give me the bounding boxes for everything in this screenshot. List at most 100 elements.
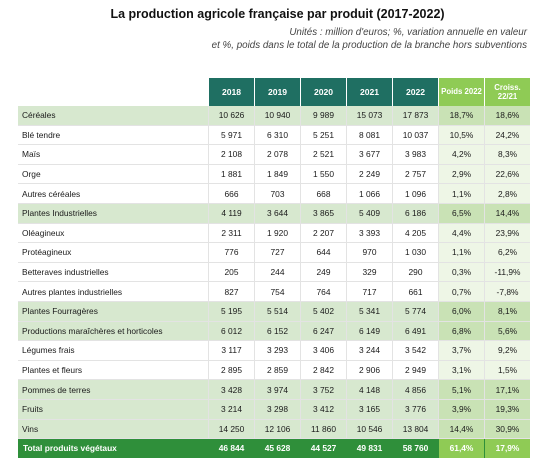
- value-cell-2018: 4 119: [208, 203, 254, 224]
- croissance-cell: 8,3%: [484, 145, 530, 165]
- value-cell-2022: 290: [392, 262, 438, 283]
- table-header-row: 2018 2019 2020 2021 2022 Poids 2022 Croi…: [18, 78, 530, 106]
- table-row: Autres céréales 666 703 668 1 066 1 096 1,1% 2,…: [18, 184, 530, 204]
- croissance-cell: -11,9%: [484, 262, 530, 283]
- value-cell-2022: 2 949: [392, 360, 438, 381]
- subtitle-line-1: Unités : million d'euros; %, variation a…: [289, 27, 527, 38]
- value-cell-2020: 5 402: [300, 301, 346, 322]
- value-cell-2022: 6 491: [392, 321, 438, 342]
- row-label: Total produits végétaux: [18, 439, 208, 458]
- croissance-cell: 30,9%: [484, 419, 530, 440]
- row-label: Plantes Fourragères: [18, 301, 208, 322]
- value-cell-2021: 3 165: [346, 399, 392, 420]
- value-cell-2020: 1 550: [300, 164, 346, 185]
- table-row: Blé tendre 5 971 6 310 5 251 8 081 10 037 10,5…: [18, 125, 530, 146]
- value-cell-2018: 14 250: [208, 419, 254, 440]
- poids-cell: 14,4%: [438, 419, 484, 440]
- value-cell-2018: 205: [208, 262, 254, 283]
- value-cell-2018: 5 195: [208, 301, 254, 322]
- table-row: Plantes Industrielles 4 119 3 644 3 865 5 40…: [18, 203, 530, 224]
- value-cell-2020: 249: [300, 262, 346, 283]
- poids-cell: 4,4%: [438, 223, 484, 244]
- header-poids: Poids 2022: [438, 78, 484, 106]
- croissance-cell: 17,1%: [484, 380, 530, 400]
- poids-cell: 10,5%: [438, 125, 484, 146]
- poids-cell: 0,3%: [438, 262, 484, 283]
- croissance-cell: 24,2%: [484, 125, 530, 146]
- row-label: Oléagineux: [18, 224, 208, 244]
- value-cell-2021: 3 393: [346, 223, 392, 244]
- value-cell-2021: 15 073: [346, 106, 392, 126]
- value-cell-2022: 17 873: [392, 106, 438, 126]
- subtitle-line-2: et %, poids dans le total de la producti…: [211, 39, 527, 51]
- table-row: Plantes Fourragères 5 195 5 514 5 402 5 341 5…: [18, 301, 530, 322]
- croissance-cell: 18,6%: [484, 106, 530, 126]
- value-cell-2021: 717: [346, 282, 392, 302]
- value-cell-2020: 3 406: [300, 341, 346, 361]
- value-cell-2022: 10 037: [392, 125, 438, 146]
- row-label: Légumes frais: [18, 341, 208, 361]
- row-label: Pommes de terres: [18, 380, 208, 400]
- header-year-2018: 2018: [208, 78, 254, 106]
- value-cell-2019: 3 974: [254, 380, 300, 400]
- poids-cell: 4,2%: [438, 145, 484, 165]
- value-cell-2019: 45 628: [254, 439, 300, 458]
- value-cell-2020: 3 752: [300, 380, 346, 400]
- value-cell-2020: 3 865: [300, 203, 346, 224]
- value-cell-2021: 4 148: [346, 380, 392, 400]
- value-cell-2021: 8 081: [346, 125, 392, 146]
- value-cell-2019: 244: [254, 262, 300, 283]
- header-year-2022: 2022: [392, 78, 438, 106]
- value-cell-2018: 3 214: [208, 399, 254, 420]
- value-cell-2018: 2 108: [208, 145, 254, 165]
- value-cell-2022: 5 774: [392, 301, 438, 322]
- row-label: Betteraves industrielles: [18, 263, 208, 283]
- poids-cell: 3,9%: [438, 399, 484, 420]
- poids-cell: 61,4%: [438, 439, 484, 458]
- poids-cell: 2,9%: [438, 164, 484, 185]
- header-year-2019: 2019: [254, 78, 300, 106]
- value-cell-2022: 58 760: [392, 439, 438, 458]
- value-cell-2021: 2 906: [346, 360, 392, 381]
- value-cell-2020: 5 251: [300, 125, 346, 146]
- header-croissance: Croiss. 22/21: [484, 78, 530, 106]
- croissance-cell: 23,9%: [484, 223, 530, 244]
- value-cell-2020: 9 989: [300, 106, 346, 126]
- poids-cell: 6,0%: [438, 301, 484, 322]
- value-cell-2020: 44 527: [300, 439, 346, 458]
- total-row: Total produits végétaux 46 844 45 628 44 52…: [18, 439, 530, 458]
- value-cell-2018: 776: [208, 243, 254, 263]
- croissance-cell: 19,3%: [484, 399, 530, 420]
- value-cell-2020: 668: [300, 184, 346, 204]
- value-cell-2022: 1 096: [392, 184, 438, 204]
- value-cell-2020: 2 842: [300, 360, 346, 381]
- value-cell-2019: 703: [254, 184, 300, 204]
- croissance-cell: 6,2%: [484, 243, 530, 263]
- value-cell-2019: 1 920: [254, 223, 300, 244]
- value-cell-2018: 46 844: [208, 439, 254, 458]
- value-cell-2019: 3 298: [254, 399, 300, 420]
- value-cell-2020: 2 207: [300, 223, 346, 244]
- croissance-cell: 9,2%: [484, 341, 530, 361]
- table-row: Pommes de terres 3 428 3 974 3 752 4 148 4 85…: [18, 380, 530, 400]
- croissance-cell: 22,6%: [484, 164, 530, 185]
- page-title: La production agricole française par pro…: [110, 7, 445, 21]
- row-label: Fruits: [18, 399, 208, 420]
- value-cell-2018: 3 117: [208, 341, 254, 361]
- croissance-cell: 1,5%: [484, 360, 530, 381]
- row-label: Vins: [18, 419, 208, 440]
- croissance-cell: -7,8%: [484, 282, 530, 302]
- row-label: Céréales: [18, 106, 208, 126]
- value-cell-2022: 6 186: [392, 203, 438, 224]
- value-cell-2019: 6 152: [254, 321, 300, 342]
- value-cell-2022: 13 804: [392, 419, 438, 440]
- poids-cell: 0,7%: [438, 282, 484, 302]
- value-cell-2022: 4 205: [392, 223, 438, 244]
- value-cell-2021: 3 244: [346, 341, 392, 361]
- value-cell-2021: 3 677: [346, 145, 392, 165]
- poids-cell: 1,1%: [438, 243, 484, 263]
- table-row: Protéagineux 776 727 644 970 1 030 1,1% 6,2%: [18, 243, 530, 263]
- table-row: Autres plantes industrielles 827 754 764 717…: [18, 282, 530, 302]
- poids-cell: 5,1%: [438, 380, 484, 400]
